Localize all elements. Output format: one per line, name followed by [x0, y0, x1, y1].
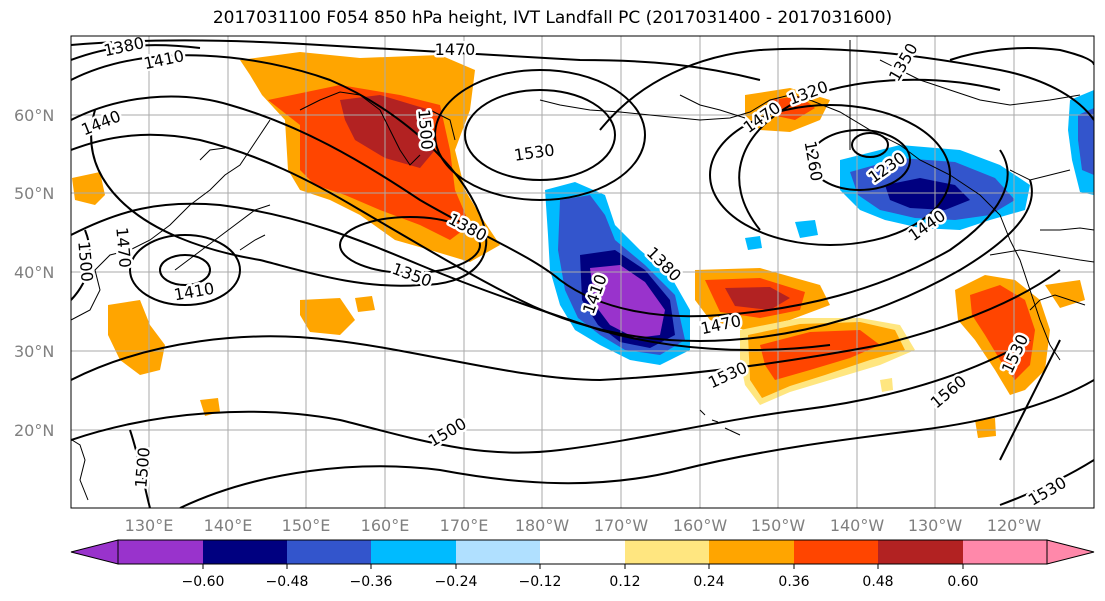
lon-label: 140°W [830, 516, 885, 535]
colorbar-tick: −0.48 [266, 574, 309, 590]
height-contours [71, 39, 1094, 508]
lon-label: 130°W [908, 516, 963, 535]
colorbar-swatch [1046, 539, 1095, 565]
lon-label: 180°W [515, 516, 570, 535]
graticule [71, 36, 1094, 508]
colorbar-swatch [70, 539, 119, 565]
colorbar-tick: −0.36 [350, 574, 393, 590]
colorbar-swatch [118, 540, 203, 564]
colorbar-swatch [878, 540, 963, 564]
colorbar-swatch [794, 540, 878, 564]
lat-label: 30°N [14, 342, 54, 361]
lon-label: 160°W [673, 516, 728, 535]
map-title: 2017031100 F054 850 hPa height, IVT Land… [212, 8, 893, 28]
lon-label: 140°E [204, 516, 253, 535]
lon-label: 130°E [125, 516, 174, 535]
contour-label: 1470 [112, 226, 134, 268]
colorbar-swatch [203, 540, 287, 564]
contour-label: 1500 [131, 446, 153, 488]
lon-label: 120°W [987, 516, 1042, 535]
ivt-positive-shading [72, 52, 1085, 438]
contour-label: 1500 [74, 240, 96, 282]
colorbar-tick: −0.24 [435, 574, 478, 590]
lon-label: 150°W [751, 516, 806, 535]
map-frame [70, 35, 1095, 509]
lon-label: 150°E [282, 516, 331, 535]
colorbar: −0.60 −0.48 −0.36 −0.24 −0.12 0.12 0.24 … [70, 539, 1095, 590]
lat-label: 40°N [14, 263, 54, 282]
colorbar-swatch [625, 540, 709, 564]
lat-label: 20°N [14, 421, 54, 440]
colorbar-swatch [287, 540, 371, 564]
contour-label: 1500 [414, 108, 436, 150]
contour-labels: 1380 1410 1440 1470 1500 1530 1350 1380 … [72, 36, 1072, 508]
colorbar-swatch [371, 540, 456, 564]
colorbar-tick: 0.24 [693, 574, 724, 590]
colorbar-swatch [963, 540, 1047, 564]
colorbar-swatch [709, 540, 794, 564]
contour-label: 1470 [435, 40, 476, 59]
map-panel: 1380 1410 1440 1470 1500 1530 1350 1380 … [71, 36, 1094, 508]
colorbar-tick: 0.60 [947, 574, 978, 590]
colorbar-tick: 0.36 [778, 574, 809, 590]
latitude-labels: 60°N 50°N 40°N 30°N 20°N [14, 106, 54, 440]
colorbar-tick: −0.12 [519, 574, 562, 590]
lon-label: 170°W [594, 516, 649, 535]
colorbar-tick: 0.48 [862, 574, 893, 590]
lat-label: 60°N [14, 106, 54, 125]
lon-label: 170°E [440, 516, 489, 535]
colorbar-swatch [456, 540, 540, 564]
lat-label: 50°N [14, 184, 54, 203]
colorbar-swatch [540, 540, 625, 564]
colorbar-tick: 0.12 [609, 574, 640, 590]
lon-label: 160°E [361, 516, 410, 535]
longitude-labels: 130°E 140°E 150°E 160°E 170°E 180°W 170°… [125, 516, 1042, 535]
colorbar-tick: −0.60 [182, 574, 225, 590]
